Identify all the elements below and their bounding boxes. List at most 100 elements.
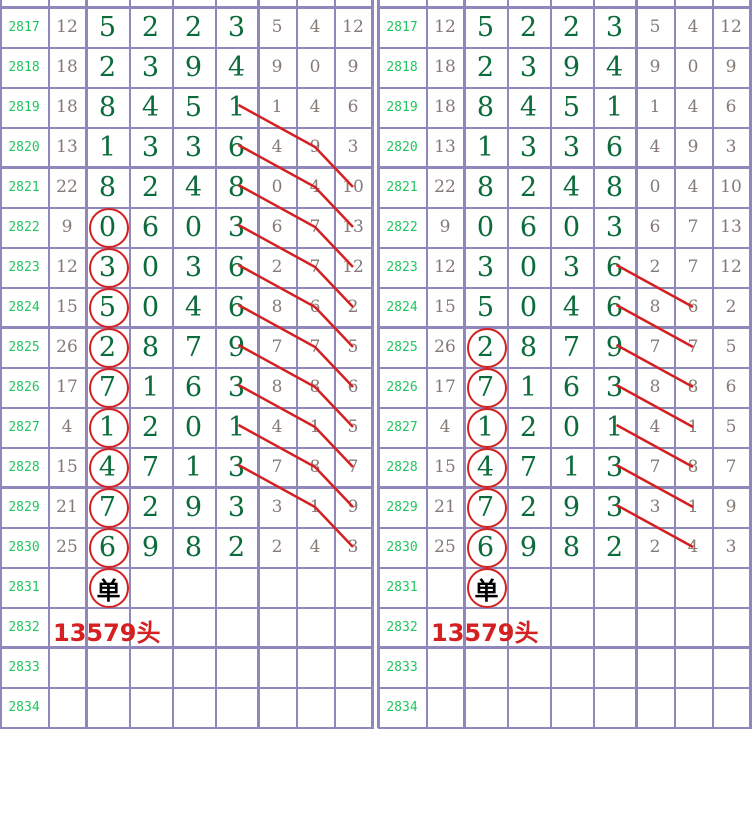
period-cell: 2823 <box>386 259 418 275</box>
small-number-cell: 6 <box>347 97 359 117</box>
period-cell: 2825 <box>8 339 40 355</box>
small-number-cell: 7 <box>271 457 283 477</box>
digit-cell: 2 <box>476 51 495 83</box>
circled-digit-cell: 7 <box>464 487 507 528</box>
small-number-cell: 9 <box>725 57 737 77</box>
trend-line <box>615 343 694 389</box>
grid-line <box>378 166 752 169</box>
grid-line <box>378 687 752 689</box>
period-cell: 2832 <box>386 619 418 635</box>
prediction-symbol: 单 <box>88 568 129 608</box>
sum-cell: 25 <box>434 537 456 557</box>
period-cell: 2831 <box>8 579 40 595</box>
digit-cell: 6 <box>605 131 624 163</box>
small-number-cell: 2 <box>271 257 283 277</box>
trend-line <box>615 503 694 549</box>
sum-cell: 12 <box>56 17 78 37</box>
grid-line <box>378 607 752 609</box>
small-number-cell: 12 <box>720 257 742 277</box>
digit-cell: 5 <box>562 91 581 123</box>
small-number-cell: 5 <box>271 17 283 37</box>
period-cell: 2819 <box>8 99 40 115</box>
grid-line <box>463 0 466 728</box>
digit-cell: 6 <box>184 371 203 403</box>
chart-panel-right: 2817 12 5 2 2 3 5 4 12 2818 18 2 3 9 4 9 0 9 2819 18 8 4 5 1 1 4 6… <box>377 0 752 729</box>
digit-cell: 8 <box>605 171 624 203</box>
trend-line <box>237 423 354 508</box>
digit-cell: 8 <box>98 91 117 123</box>
grid-line <box>593 0 595 728</box>
trend-line <box>615 263 694 309</box>
digit-cell: 3 <box>605 11 624 43</box>
digit-cell: 0 <box>562 411 581 443</box>
sum-cell: 18 <box>434 97 456 117</box>
small-number-cell: 3 <box>725 537 737 557</box>
digit-cell: 2 <box>184 11 203 43</box>
sum-cell: 18 <box>56 97 78 117</box>
digit-cell: 6 <box>605 291 624 323</box>
small-number-cell: 4 <box>687 177 699 197</box>
digit-cell: 5 <box>476 291 495 323</box>
digit-cell: 3 <box>227 11 246 43</box>
small-number-cell: 3 <box>271 497 283 517</box>
digit-cell: 3 <box>605 491 624 523</box>
trend-line <box>615 423 694 469</box>
digit-cell: 6 <box>227 251 246 283</box>
digit-cell: 2 <box>519 411 538 443</box>
digit-cell: 0 <box>184 211 203 243</box>
grid-line <box>635 0 638 728</box>
sum-cell: 26 <box>56 337 78 357</box>
small-number-cell: 12 <box>720 17 742 37</box>
digit-cell: 8 <box>184 531 203 563</box>
trend-line <box>237 143 354 228</box>
grid-line <box>0 646 374 649</box>
circled-digit-cell: 2 <box>86 327 129 368</box>
grid-line <box>378 367 752 369</box>
small-number-cell: 6 <box>725 97 737 117</box>
sum-cell: 4 <box>61 417 73 437</box>
digit-cell: 8 <box>519 331 538 363</box>
digit-cell: 9 <box>184 491 203 523</box>
grid-line <box>48 0 50 728</box>
small-number-cell: 5 <box>725 417 737 437</box>
grid-line <box>0 287 374 289</box>
sum-cell: 12 <box>56 257 78 277</box>
digit-cell: 7 <box>519 451 538 483</box>
trend-line <box>237 183 354 268</box>
sum-cell: 15 <box>56 457 78 477</box>
small-number-cell: 4 <box>309 97 321 117</box>
small-number-cell: 4 <box>687 17 699 37</box>
trend-line <box>615 383 694 429</box>
small-number-cell: 0 <box>309 57 321 77</box>
digit-cell: 6 <box>227 131 246 163</box>
small-number-cell: 0 <box>271 177 283 197</box>
sum-cell: 22 <box>56 177 78 197</box>
small-number-cell: 9 <box>725 497 737 517</box>
digit-cell: 4 <box>562 171 581 203</box>
circled-digit-cell: 0 <box>86 207 129 248</box>
period-cell: 2823 <box>8 259 40 275</box>
circled-digit-cell: 5 <box>86 287 129 328</box>
digit-cell: 0 <box>141 251 160 283</box>
small-number-cell: 13 <box>720 217 742 237</box>
small-number-cell: 3 <box>347 137 359 157</box>
grid-line <box>0 326 374 329</box>
digit-cell: 3 <box>184 131 203 163</box>
sum-cell: 18 <box>434 57 456 77</box>
digit-cell: 5 <box>476 11 495 43</box>
digit-cell: 2 <box>141 491 160 523</box>
sum-cell: 15 <box>434 457 456 477</box>
digit-cell: 9 <box>605 331 624 363</box>
digit-cell: 1 <box>605 91 624 123</box>
prediction-text: 13579头 <box>53 619 161 647</box>
small-number-cell: 8 <box>271 377 283 397</box>
grid-line <box>712 0 714 728</box>
sum-cell: 4 <box>439 417 451 437</box>
sum-cell: 17 <box>434 377 456 397</box>
grid-line <box>371 0 374 728</box>
circled-digit-cell: 7 <box>464 367 507 408</box>
small-number-cell: 10 <box>720 177 742 197</box>
grid-line <box>0 687 374 689</box>
period-cell: 2831 <box>386 579 418 595</box>
digit-cell: 1 <box>476 131 495 163</box>
